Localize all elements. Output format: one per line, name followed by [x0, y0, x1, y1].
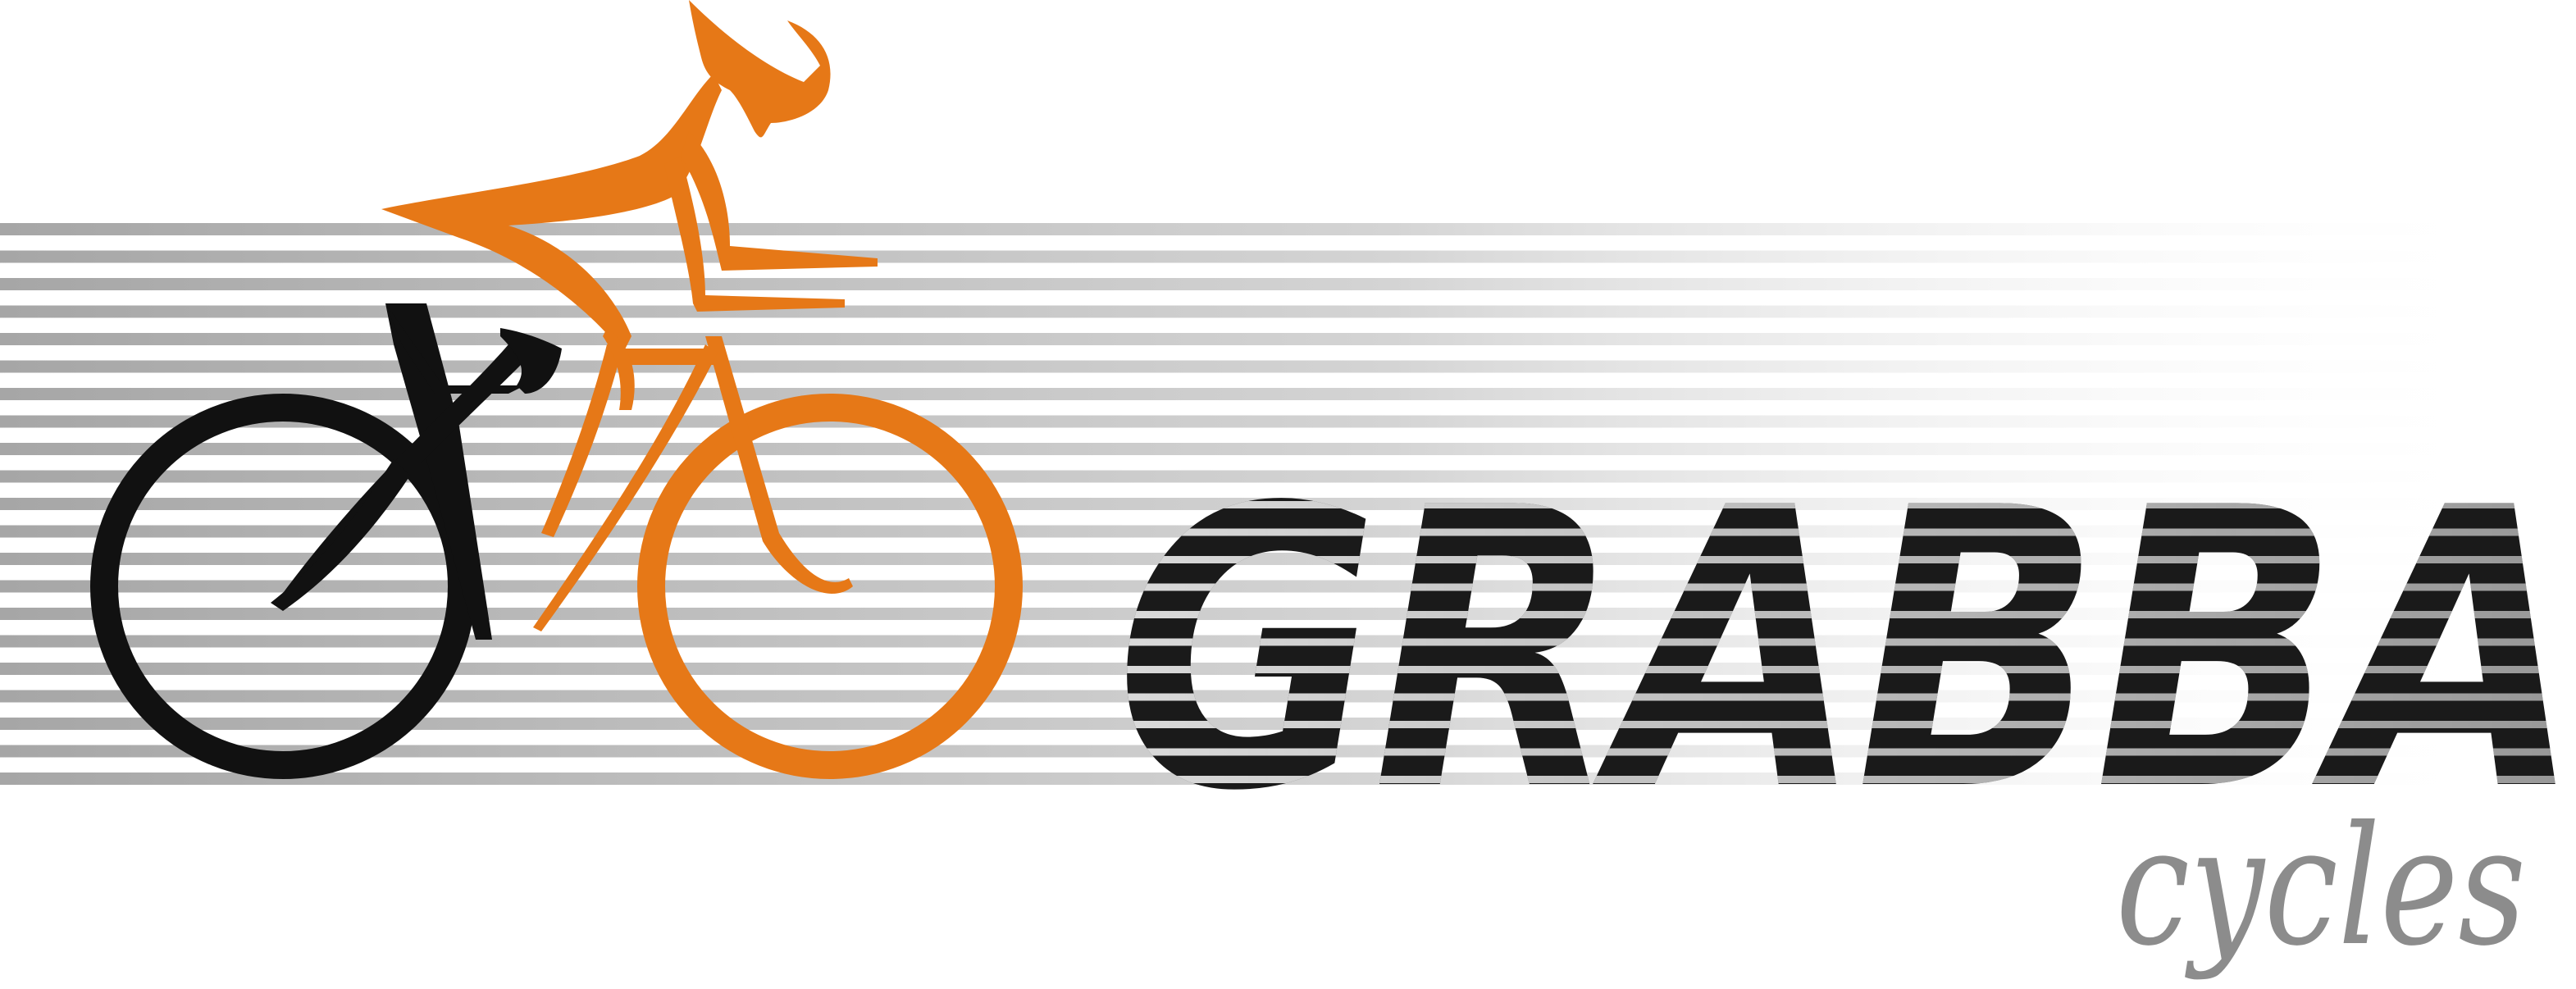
- speed-stripe: [0, 250, 2526, 263]
- wordmark: GRABBA: [1115, 426, 2576, 875]
- cross-bar-orange: [623, 349, 714, 365]
- speed-stripe: [0, 388, 2526, 400]
- wordmark-stripe: [1115, 556, 2575, 563]
- wordmark-stripe: [1115, 638, 2575, 646]
- wordmark-stripe: [1115, 501, 2575, 508]
- wordmark-stripe: [1115, 528, 2575, 536]
- seat-post-black: [385, 303, 525, 394]
- wordmark-stripe: [1115, 721, 2575, 728]
- wordmark-stripe: [1115, 776, 2575, 783]
- rear-frame: [385, 303, 492, 640]
- rider-torso: [381, 74, 722, 353]
- speed-stripe: [0, 305, 2526, 318]
- subtitle-text: cycles: [2116, 791, 2526, 982]
- chain-stay: [271, 459, 410, 611]
- front-fork-orange: [705, 336, 853, 594]
- speed-stripe: [0, 223, 2526, 235]
- wordmark-stripe: [1115, 666, 2575, 673]
- wordmark-stripe: [1115, 611, 2575, 618]
- wordmark-stripe: [1115, 583, 2575, 591]
- wordmark-stripes: [1115, 446, 2575, 783]
- rider-arm: [681, 131, 878, 271]
- speed-stripe: [0, 360, 2526, 373]
- top-tube-orange: [541, 344, 623, 537]
- speed-stripe: [0, 333, 2526, 345]
- wordmark-stripe: [1115, 473, 2575, 481]
- down-tube-orange: [533, 344, 718, 631]
- wordmark-stripe: [1115, 693, 2575, 701]
- speed-stripe: [0, 278, 2526, 290]
- rider-leg: [664, 156, 845, 312]
- cyclist-on-bicycle-icon: [90, 0, 1023, 779]
- speed-stripe: [0, 415, 2526, 428]
- seat-tube-orange: [603, 328, 635, 410]
- wordmark-stripe: [1115, 748, 2575, 756]
- rider-head: [689, 0, 831, 138]
- front-wheel: [637, 394, 1023, 779]
- saddle: [500, 328, 562, 394]
- wordmark-stripe: [1115, 446, 2575, 453]
